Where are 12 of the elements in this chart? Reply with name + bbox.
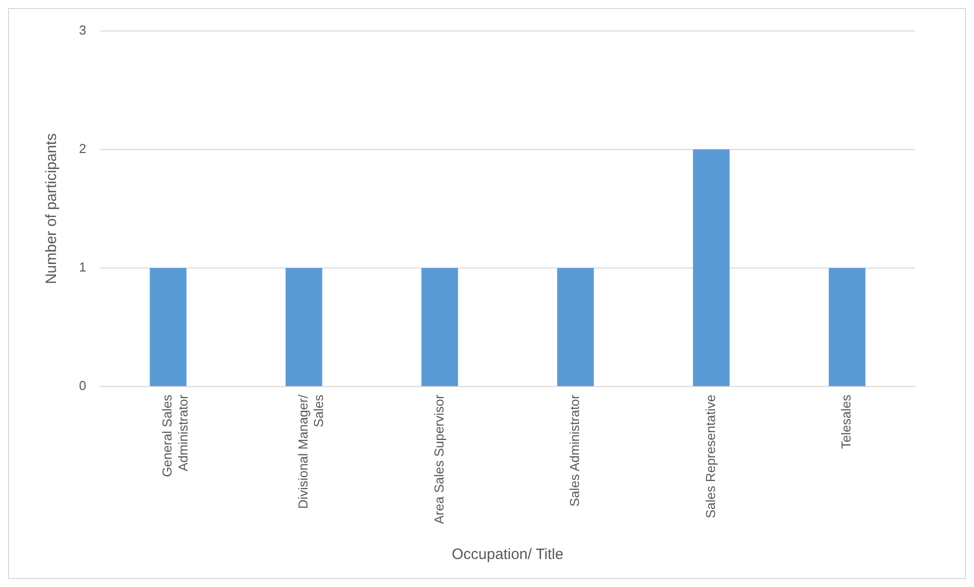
x-tick-label: Sales Administrator xyxy=(567,394,582,507)
x-tick-label: Sales Representative xyxy=(702,394,718,518)
y-tick-label: 1 xyxy=(78,260,86,275)
x-tick-label: Telesales xyxy=(838,394,854,449)
x-tick-label: Divisional Manager/ Sales xyxy=(296,394,326,509)
y-tick-label: 3 xyxy=(78,22,86,38)
x-tick-label: General Sales Administrator xyxy=(160,394,190,478)
y-axis-title: Number of participants xyxy=(43,133,60,284)
x-axis-title: Occupation/ Title xyxy=(452,546,564,564)
x-tick-label: Area Sales Supervisor xyxy=(431,394,446,524)
y-tick-label: 0 xyxy=(78,378,86,394)
y-tick-label: 2 xyxy=(78,141,86,156)
